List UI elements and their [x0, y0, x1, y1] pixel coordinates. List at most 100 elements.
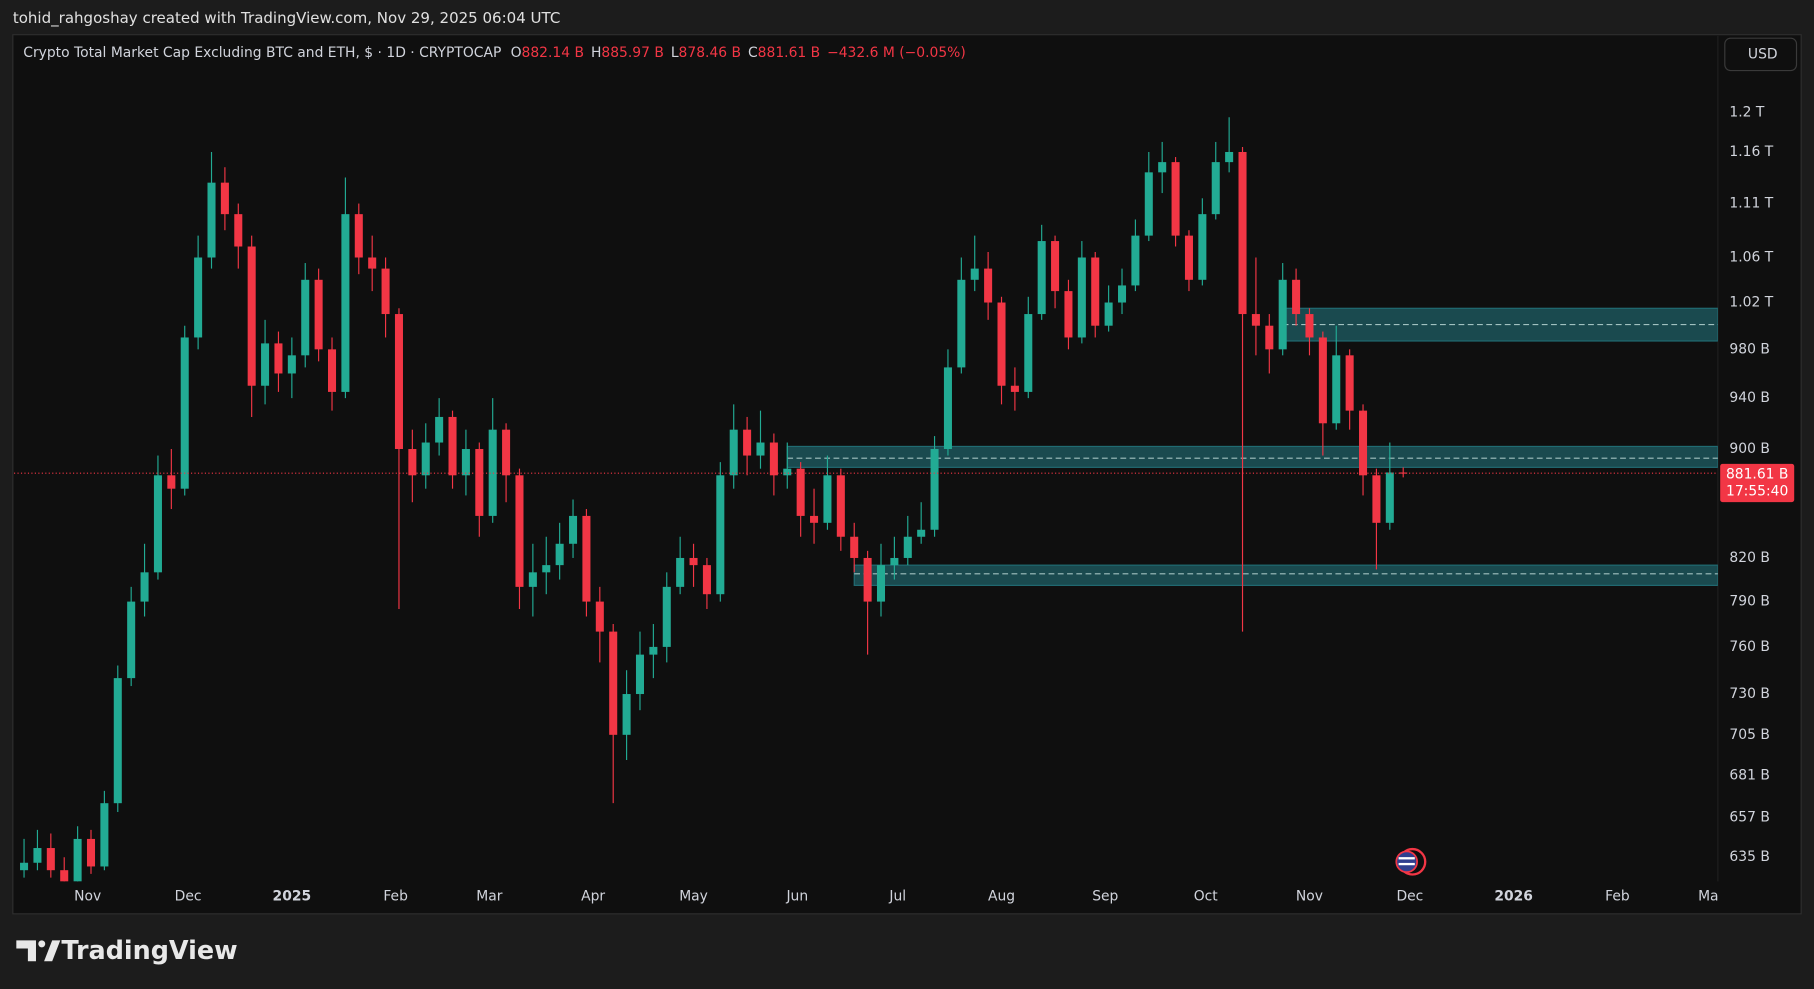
candle-body: [33, 848, 42, 863]
y-tick-label: 790 B: [1729, 594, 1769, 610]
candle-body: [970, 268, 979, 280]
candle-body: [1359, 410, 1368, 476]
y-tick-label: 980 B: [1729, 341, 1769, 357]
y-tick-label: 1.02 T: [1729, 295, 1773, 311]
brand-name: TradingView: [61, 935, 237, 965]
candle-body: [127, 601, 136, 679]
x-tick-label: Sep: [1092, 888, 1118, 904]
candle-body: [555, 543, 564, 566]
last-price-label: 881.61 B: [1726, 466, 1788, 482]
candle-body: [1077, 257, 1086, 338]
candle-body: [1332, 355, 1341, 424]
candle-body: [1198, 214, 1207, 280]
candle-body: [1345, 355, 1354, 411]
y-tick-label: 681 B: [1729, 767, 1769, 783]
candle-body: [569, 515, 578, 544]
plot-area: [14, 117, 1718, 882]
candle-body: [354, 214, 363, 258]
candle-body: [890, 557, 899, 566]
candle-body: [1292, 279, 1301, 315]
candle-body: [435, 416, 444, 443]
candle-body: [1251, 314, 1260, 326]
candle-body: [515, 475, 524, 587]
candle-body: [823, 475, 832, 523]
change-value: −432.6 M (−0.05%): [827, 45, 966, 61]
candle-body: [1024, 314, 1033, 392]
candle-body: [1117, 285, 1127, 303]
ohlc-key: H: [591, 45, 601, 61]
candle-body: [1265, 325, 1274, 350]
candle-body: [461, 449, 470, 476]
candle-body: [997, 302, 1006, 386]
y-tick-label: 1.2 T: [1729, 104, 1764, 120]
y-tick-label: 940 B: [1729, 390, 1769, 406]
candle-body: [502, 429, 511, 476]
y-tick-label: 820 B: [1729, 550, 1769, 566]
candle-body: [1305, 314, 1314, 338]
y-tick-label: 730 B: [1729, 686, 1769, 702]
candle-body: [153, 475, 162, 573]
y-tick-label: 900 B: [1729, 441, 1769, 457]
ohlc-key: O: [511, 45, 522, 61]
candle-body: [836, 475, 845, 537]
candle-body: [662, 586, 671, 647]
y-tick-label: 1.06 T: [1729, 250, 1773, 266]
candle-body: [1064, 291, 1073, 338]
currency-label[interactable]: USD: [1748, 46, 1778, 62]
last-price-box: [1720, 463, 1795, 503]
x-tick-label: Feb: [383, 888, 408, 904]
x-tick-label: 2026: [1494, 888, 1533, 904]
candle-body: [1158, 162, 1167, 173]
candle-body: [421, 442, 430, 476]
candle-body: [689, 557, 698, 566]
candle-body: [234, 214, 243, 247]
candle-body: [582, 515, 591, 602]
candle-body: [676, 557, 685, 587]
x-tick-label: Nov: [74, 888, 101, 904]
candle-body: [1171, 162, 1180, 236]
zone: [786, 445, 1718, 468]
event-flag[interactable]: [1395, 847, 1427, 876]
y-axis: 1.2 T 1.16 T 1.11 T 1.06 T 1.02 T 980 B 940 B 9…: [1720, 104, 1795, 865]
candle-body: [729, 429, 738, 476]
candle-body: [100, 803, 109, 867]
candle-body: [60, 870, 69, 882]
candle-body: [1131, 235, 1140, 286]
candle-body: [528, 572, 537, 587]
candle-body: [930, 449, 939, 530]
candle-body: [220, 182, 229, 215]
candle-body: [609, 631, 618, 735]
candle-body: [73, 838, 82, 882]
candle-body: [113, 678, 122, 804]
candle-body: [1238, 151, 1247, 315]
candle-body: [1091, 257, 1100, 326]
chart-header: Crypto Total Market Cap Excluding BTC an…: [23, 45, 966, 61]
x-tick-label: May: [679, 888, 708, 904]
candle-body: [1385, 472, 1394, 523]
x-axis: Nov Dec 2025 Feb Mar Apr May Jun Jul Aug Sep Oct Nov…: [74, 888, 1718, 904]
candle-body: [46, 848, 55, 871]
candle-body: [475, 449, 484, 516]
candle-body: [86, 838, 96, 867]
candle-body: [1211, 162, 1220, 215]
candle-body: [341, 214, 350, 392]
candle-body: [622, 694, 631, 735]
candle-body: [207, 182, 216, 258]
x-tick-label: Dec: [175, 888, 202, 904]
candle-body: [408, 449, 417, 476]
candle-body: [448, 416, 457, 476]
y-tick-label: 635 B: [1729, 849, 1769, 865]
x-tick-label: Feb: [1605, 888, 1630, 904]
candle-body: [381, 268, 390, 315]
candle-body: [635, 654, 644, 695]
currency-button[interactable]: [1724, 37, 1798, 72]
candle-body: [1318, 337, 1327, 424]
x-tick-label: Mar: [476, 888, 502, 904]
y-tick-label: 705 B: [1729, 727, 1769, 743]
x-tick-label: 2025: [273, 888, 312, 904]
candle-body: [180, 337, 189, 489]
candle-body: [756, 442, 765, 456]
candle-body: [247, 246, 256, 386]
